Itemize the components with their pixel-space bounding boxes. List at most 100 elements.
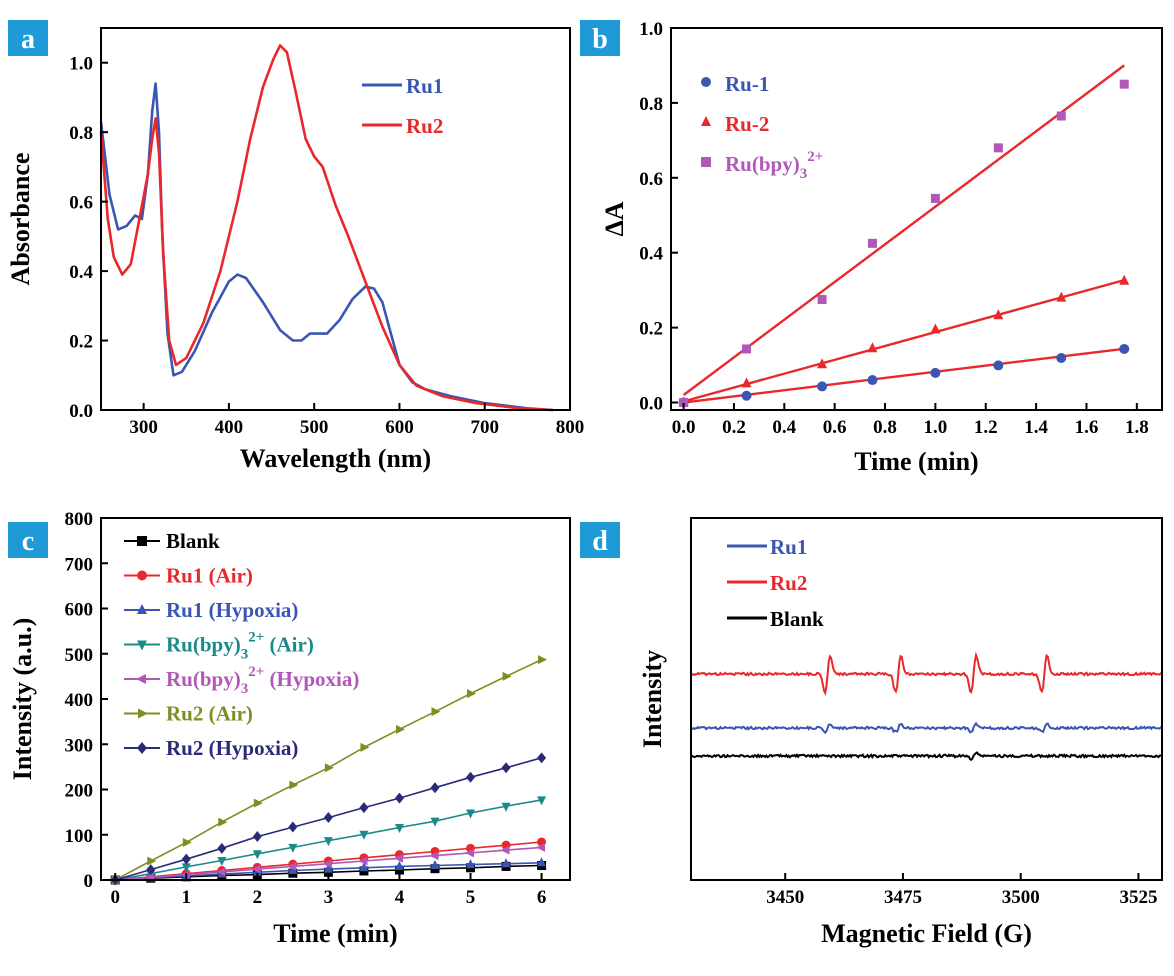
- data-point: [867, 342, 878, 353]
- data-point: [358, 856, 368, 866]
- panel-badge-label: c: [22, 526, 34, 557]
- y-tick-label: 100: [65, 826, 94, 847]
- x-tick-label: 700: [470, 417, 499, 438]
- data-point: [993, 309, 1004, 320]
- x-tick-label: 3: [324, 887, 334, 908]
- data-point: [137, 742, 147, 754]
- panel-badge: [8, 20, 48, 56]
- fit-line: [683, 278, 1125, 403]
- data-point: [218, 817, 228, 827]
- x-tick-label: 0: [110, 887, 120, 908]
- data-point: [251, 864, 261, 874]
- y-tick-label: 0.8: [639, 94, 663, 115]
- x-tick-label: 0.6: [823, 417, 847, 438]
- x-axis-title: Magnetic Field (G): [821, 919, 1032, 948]
- data-point: [217, 857, 227, 867]
- data-point: [466, 859, 476, 869]
- data-point: [701, 157, 711, 167]
- data-point: [146, 864, 156, 876]
- x-tick-label: 300: [129, 417, 158, 438]
- data-point: [324, 763, 334, 773]
- data-point: [467, 689, 477, 699]
- panel-d: 3450 3475 3500 3525 Magnetic Field (G) Intens…: [580, 517, 1163, 948]
- x-tick-label: 400: [215, 417, 244, 438]
- x-tick-label: 800: [556, 417, 585, 438]
- data-point: [394, 860, 404, 870]
- x-tick-label: 500: [300, 417, 329, 438]
- data-point: [252, 850, 262, 860]
- series-line-blank: [690, 751, 1163, 761]
- data-point: [288, 843, 298, 853]
- data-point: [288, 821, 298, 833]
- y-tick-label: 500: [65, 645, 94, 666]
- x-tick-label: 2: [253, 887, 263, 908]
- legend-label: Ru2 (Hypoxia): [166, 736, 298, 760]
- data-point: [216, 867, 226, 877]
- data-point: [500, 845, 510, 855]
- data-point: [217, 842, 227, 854]
- y-tick-label: 0.0: [69, 401, 93, 422]
- data-point: [930, 367, 941, 378]
- data-point: [867, 238, 877, 248]
- data-point: [537, 752, 547, 764]
- data-point: [431, 707, 441, 717]
- data-point: [360, 742, 370, 752]
- data-point: [466, 771, 476, 783]
- data-point: [394, 824, 404, 834]
- y-axis-title: Absorbance: [6, 153, 35, 286]
- y-tick-label: 300: [65, 735, 94, 756]
- y-tick-label: 200: [65, 781, 94, 802]
- legend-label: Ru(bpy)32+ (Air): [166, 630, 314, 663]
- y-axis-title: Intensity: [638, 650, 667, 748]
- data-point: [359, 862, 369, 872]
- data-point: [395, 724, 405, 734]
- data-point: [147, 856, 157, 866]
- y-tick-label: 0.8: [69, 123, 93, 144]
- x-tick-label: 4: [395, 887, 405, 908]
- data-point: [501, 762, 511, 774]
- data-point: [537, 796, 547, 806]
- series-line-ru2: [99, 44, 553, 412]
- series-line-ru1: [690, 721, 1163, 735]
- x-tick-label: 3525: [1119, 887, 1157, 908]
- panel-a: 300 400 500 600 700 800 0.0 0.2 0.4 0.6 0.8 1.0 Wave…: [6, 20, 584, 473]
- x-tick-label: 0.4: [772, 417, 796, 438]
- data-point: [1056, 291, 1067, 302]
- fit-line: [683, 347, 1125, 404]
- y-tick-label: 1.0: [639, 19, 663, 40]
- x-tick-label: 1.2: [974, 417, 998, 438]
- panel-b: 0.0 0.2 0.4 0.6 0.8 1.0 1.2 1.4 1.6 1.8 0.0 0.2 0.4 0…: [580, 19, 1163, 476]
- series-line-ru1: [99, 82, 553, 412]
- data-point: [742, 344, 752, 354]
- series-line-ru2: [690, 651, 1163, 696]
- x-tick-label: 6: [537, 887, 547, 908]
- data-point: [287, 861, 297, 871]
- data-point: [429, 851, 439, 861]
- data-point: [679, 398, 689, 408]
- panel-badge: [580, 20, 620, 56]
- x-tick-label: 5: [466, 887, 476, 908]
- data-point: [138, 708, 148, 719]
- legend-label: Blank: [770, 607, 824, 631]
- panel-badge-label: a: [21, 24, 35, 55]
- x-tick-label: 0.8: [873, 417, 897, 438]
- legend-label: Ru1: [770, 535, 807, 559]
- x-tick-label: 3450: [766, 887, 804, 908]
- data-point: [430, 817, 440, 827]
- data-point: [182, 837, 192, 847]
- data-point: [137, 640, 147, 651]
- data-point: [393, 853, 403, 863]
- data-point: [430, 860, 440, 870]
- data-point: [466, 809, 476, 819]
- y-tick-label: 0.6: [639, 169, 663, 190]
- plot-frame: [690, 517, 1163, 881]
- data-point: [394, 865, 404, 875]
- legend-label: Ru(bpy)32+: [725, 149, 823, 182]
- data-point: [359, 830, 369, 840]
- data-point: [394, 792, 404, 804]
- y-tick-label: 700: [65, 554, 94, 575]
- x-axis-title: Time (min): [854, 447, 978, 476]
- fit-line: [682, 64, 1125, 396]
- data-point: [136, 674, 146, 684]
